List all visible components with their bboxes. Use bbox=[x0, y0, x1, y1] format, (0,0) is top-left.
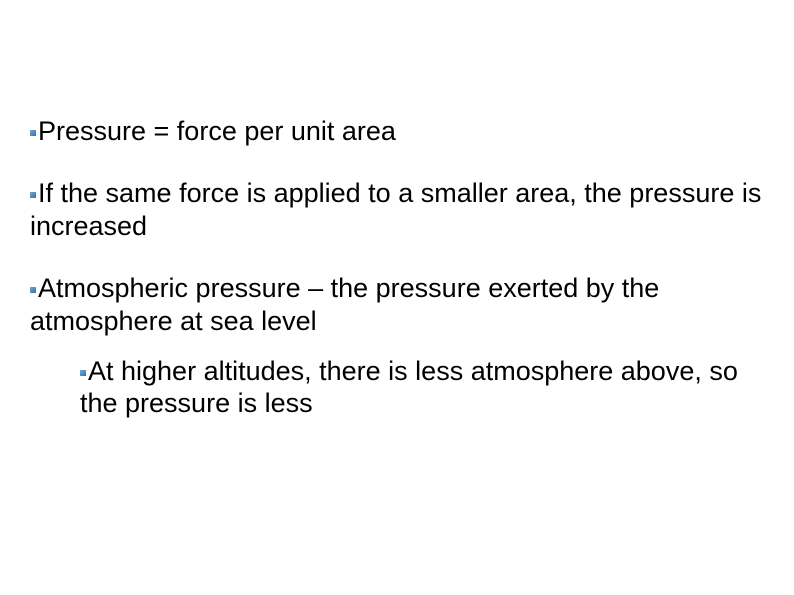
sub-bullet-item: At higher altitudes, there is less atmos… bbox=[80, 355, 764, 420]
bullet-square-icon bbox=[30, 287, 36, 293]
bullet-item: If the same force is applied to a smalle… bbox=[30, 177, 764, 242]
bullet-text: Pressure = force per unit area bbox=[38, 116, 396, 146]
bullet-square-icon bbox=[80, 370, 86, 376]
bullet-text: Atmospheric pressure – the pressure exer… bbox=[30, 273, 659, 335]
bullet-square-icon bbox=[30, 130, 36, 136]
bullet-item: Pressure = force per unit area bbox=[30, 115, 764, 147]
bullet-square-icon bbox=[30, 192, 36, 198]
slide-content: Pressure = force per unit area If the sa… bbox=[0, 0, 794, 595]
sub-bullet-text: At higher altitudes, there is less atmos… bbox=[80, 356, 738, 418]
bullet-text: If the same force is applied to a smalle… bbox=[30, 178, 761, 240]
bullet-item: Atmospheric pressure – the pressure exer… bbox=[30, 272, 764, 420]
